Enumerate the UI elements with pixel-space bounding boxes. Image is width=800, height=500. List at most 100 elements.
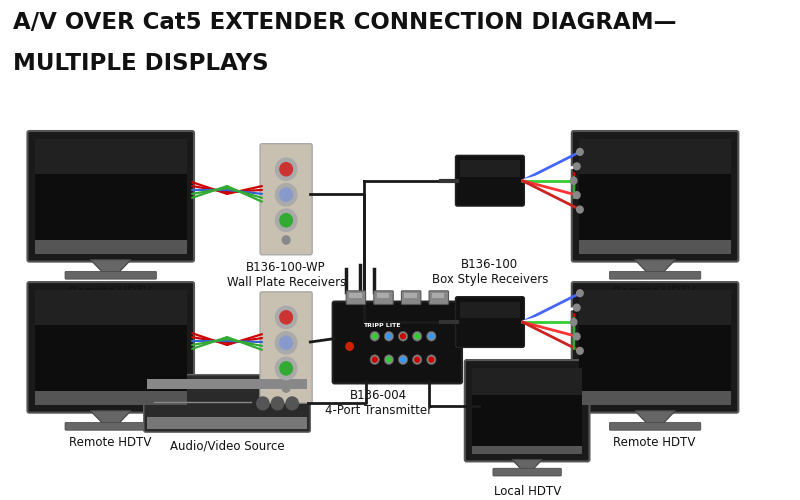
Polygon shape <box>634 410 675 424</box>
FancyBboxPatch shape <box>579 290 731 326</box>
FancyBboxPatch shape <box>610 272 701 279</box>
FancyBboxPatch shape <box>460 160 520 176</box>
Circle shape <box>372 334 377 338</box>
FancyBboxPatch shape <box>147 417 306 428</box>
Circle shape <box>574 192 580 198</box>
Circle shape <box>398 355 408 364</box>
FancyBboxPatch shape <box>35 139 186 240</box>
Circle shape <box>413 332 422 341</box>
Text: Remote HDTV: Remote HDTV <box>614 285 696 298</box>
Circle shape <box>577 348 583 354</box>
Text: Audio/Video Source: Audio/Video Source <box>170 440 284 453</box>
FancyBboxPatch shape <box>144 374 310 432</box>
FancyBboxPatch shape <box>455 156 524 206</box>
Circle shape <box>275 158 297 180</box>
FancyBboxPatch shape <box>472 446 582 454</box>
Circle shape <box>426 332 436 341</box>
Text: B136-100-WP
Wall Plate Receivers: B136-100-WP Wall Plate Receivers <box>226 260 346 288</box>
FancyBboxPatch shape <box>260 292 312 403</box>
Circle shape <box>577 206 583 213</box>
FancyBboxPatch shape <box>374 291 394 304</box>
FancyBboxPatch shape <box>572 282 738 412</box>
FancyBboxPatch shape <box>402 291 421 304</box>
Circle shape <box>280 362 293 375</box>
Circle shape <box>386 357 391 362</box>
FancyBboxPatch shape <box>493 468 562 476</box>
FancyBboxPatch shape <box>346 291 366 304</box>
FancyBboxPatch shape <box>35 391 186 405</box>
Circle shape <box>426 355 436 364</box>
FancyBboxPatch shape <box>27 282 194 412</box>
Circle shape <box>574 304 580 311</box>
FancyBboxPatch shape <box>460 302 520 318</box>
Circle shape <box>577 290 583 296</box>
FancyBboxPatch shape <box>579 290 731 391</box>
FancyBboxPatch shape <box>579 139 731 240</box>
Circle shape <box>429 334 434 338</box>
Circle shape <box>275 306 297 328</box>
Text: Remote HDTV: Remote HDTV <box>69 436 151 449</box>
Polygon shape <box>634 260 675 272</box>
Circle shape <box>282 384 290 392</box>
FancyBboxPatch shape <box>610 422 701 430</box>
Circle shape <box>370 332 379 341</box>
FancyBboxPatch shape <box>472 368 582 395</box>
Text: Remote HDTV: Remote HDTV <box>69 285 151 298</box>
FancyBboxPatch shape <box>147 378 306 390</box>
FancyBboxPatch shape <box>35 290 186 391</box>
Circle shape <box>257 397 269 410</box>
Circle shape <box>346 342 354 350</box>
Circle shape <box>275 184 297 206</box>
Circle shape <box>386 334 391 338</box>
FancyBboxPatch shape <box>65 422 157 430</box>
Circle shape <box>384 355 394 364</box>
Text: B136-100
Box Style Receivers: B136-100 Box Style Receivers <box>432 258 548 285</box>
Circle shape <box>401 357 406 362</box>
FancyBboxPatch shape <box>404 293 417 298</box>
FancyBboxPatch shape <box>260 144 312 255</box>
Circle shape <box>574 333 580 340</box>
Polygon shape <box>90 260 131 272</box>
Circle shape <box>570 318 577 326</box>
Circle shape <box>282 236 290 244</box>
Circle shape <box>429 357 434 362</box>
FancyBboxPatch shape <box>572 131 738 262</box>
Circle shape <box>286 397 298 410</box>
Polygon shape <box>512 460 542 469</box>
Circle shape <box>280 188 293 202</box>
FancyBboxPatch shape <box>35 290 186 326</box>
FancyBboxPatch shape <box>429 291 449 304</box>
FancyBboxPatch shape <box>472 368 582 446</box>
Circle shape <box>275 358 297 380</box>
Circle shape <box>413 355 422 364</box>
Text: Local HDTV: Local HDTV <box>494 485 561 498</box>
Text: A/V OVER Cat5 EXTENDER CONNECTION DIAGRAM—: A/V OVER Cat5 EXTENDER CONNECTION DIAGRA… <box>13 11 676 34</box>
Circle shape <box>271 397 284 410</box>
Text: TRIPP LITE: TRIPP LITE <box>363 323 401 328</box>
Circle shape <box>280 162 293 176</box>
Circle shape <box>275 209 297 232</box>
Circle shape <box>570 178 577 184</box>
FancyBboxPatch shape <box>455 296 524 348</box>
FancyBboxPatch shape <box>579 391 731 405</box>
Circle shape <box>415 357 419 362</box>
Circle shape <box>280 214 293 227</box>
Circle shape <box>280 336 293 349</box>
FancyBboxPatch shape <box>333 302 462 384</box>
Text: Remote HDTV: Remote HDTV <box>614 436 696 449</box>
FancyBboxPatch shape <box>35 240 186 254</box>
Circle shape <box>398 332 408 341</box>
Text: MULTIPLE DISPLAYS: MULTIPLE DISPLAYS <box>13 52 268 75</box>
Circle shape <box>384 332 394 341</box>
FancyBboxPatch shape <box>432 293 445 298</box>
Text: B136-004
4-Port Transmitter: B136-004 4-Port Transmitter <box>325 390 432 417</box>
FancyBboxPatch shape <box>65 272 157 279</box>
Circle shape <box>401 334 406 338</box>
Polygon shape <box>90 410 131 424</box>
FancyBboxPatch shape <box>579 139 731 174</box>
Circle shape <box>574 163 580 170</box>
FancyBboxPatch shape <box>35 139 186 174</box>
FancyBboxPatch shape <box>377 293 389 298</box>
FancyBboxPatch shape <box>349 293 362 298</box>
Circle shape <box>275 332 297 354</box>
